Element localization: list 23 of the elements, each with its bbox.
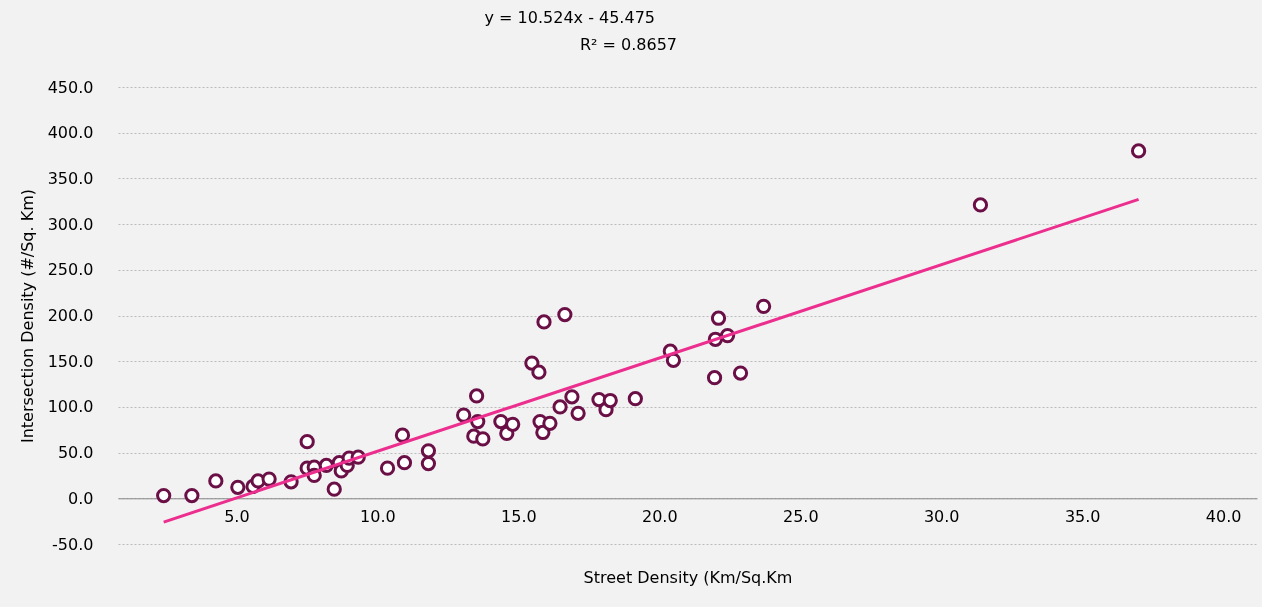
y-tick-label: 150.0 [47, 351, 94, 371]
y-axis-title: Intersection Density (#/Sq. Km) [17, 188, 37, 444]
y-tick-label: 0.0 [68, 488, 94, 508]
y-tick-label: 250.0 [47, 260, 94, 280]
x-tick-label: 15.0 [501, 506, 537, 526]
y-tick-label: 450.0 [47, 77, 94, 97]
x-tick-label: 25.0 [782, 506, 819, 526]
text: R² = 0.8657 [579, 35, 677, 54]
y-tick-label: 300.0 [47, 214, 94, 234]
x-tick-label: 5.0 [224, 506, 250, 526]
x-tick-label: 30.0 [923, 506, 960, 526]
y-tick-label: 350.0 [47, 168, 94, 188]
y-tick-label: 200.0 [47, 306, 94, 325]
y-tick-label: 100.0 [47, 397, 94, 417]
y-tick-label: -50.0 [52, 534, 94, 554]
y-tick-label: 400.0 [47, 123, 94, 143]
x-tick-label: 40.0 [1205, 506, 1242, 526]
text: y = 10.524x - 45.475 [484, 8, 655, 27]
x-tick-label: 10.0 [360, 506, 396, 526]
x-tick-label: 35.0 [1064, 506, 1101, 526]
y-tick-label: 50.0 [57, 443, 94, 463]
x-tick-label: 20.0 [641, 506, 678, 526]
x-axis-title: Street Density (Km/Sq.Km [583, 567, 793, 587]
